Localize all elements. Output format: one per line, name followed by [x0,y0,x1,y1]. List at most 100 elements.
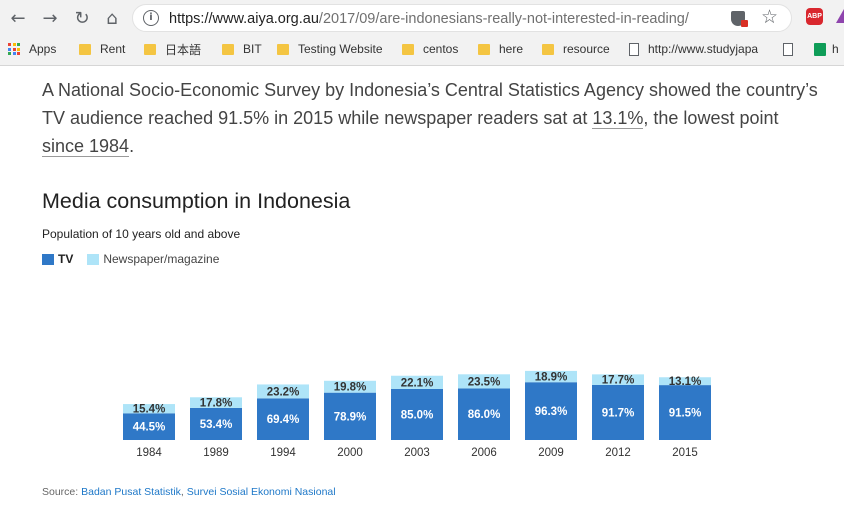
source-separator: , [180,486,187,498]
legend-item-newspaper[interactable]: Newspaper/magazine [87,252,219,266]
x-tick-label-2009: 2009 [538,447,564,459]
address-bar[interactable]: i https://www.aiya.org.au/2017/09/are-in… [132,4,792,32]
bookmark-label: Testing Website [298,42,383,56]
bar-tv-2012 [592,384,644,440]
x-tick-label-1994: 1994 [270,447,296,459]
bar-tv-2003 [391,389,443,440]
data-label-newspaper-2015: 13.1% [669,376,702,388]
legend-label: Newspaper/magazine [103,252,220,266]
forward-icon[interactable]: → [42,7,58,29]
bar-tv-2015 [659,385,711,440]
chart-title: Media consumption in Indonesia [42,189,351,213]
url-text[interactable]: https://www.aiya.org.au/2017/09/are-indo… [169,11,689,27]
data-label-newspaper-2000: 19.8% [334,382,367,394]
bookmark-label: resource [563,42,610,56]
sheets-icon [814,42,826,56]
legend-swatch-tv [42,253,54,265]
bookmark-label: BIT [243,42,262,56]
bar-newspaper-1984 [123,404,175,414]
bookmark-label: centos [423,42,459,56]
bookmark-here[interactable]: here [478,40,523,58]
chart-legend: TV Newspaper/magazine [42,252,233,266]
bar-newspaper-2012 [592,374,644,385]
x-tick-label-1989: 1989 [203,447,229,459]
data-label-newspaper-2003: 22.1% [401,377,434,389]
page-icon [629,42,639,56]
data-label-tv-2000: 78.9% [334,411,367,423]
extension-icon[interactable] [836,9,844,23]
bookmark-centos[interactable]: centos [402,40,458,58]
bookmark-apps[interactable]: Apps [8,40,56,58]
home-icon[interactable]: ⌂ [106,7,118,29]
source-link-susenas[interactable]: Survei Sosial Ekonomi Nasional [186,486,336,498]
x-tick-label-1984: 1984 [136,447,162,459]
data-label-newspaper-1994: 23.2% [267,386,300,398]
legend-label: TV [58,252,74,266]
bookmark-sheet[interactable]: h [814,40,839,58]
folder-icon [144,43,156,55]
link-since-1984[interactable]: since 1984 [42,136,130,157]
reload-icon[interactable]: ↻ [74,7,90,29]
bar-newspaper-1994 [257,384,309,399]
data-label-tv-1984: 44.5% [133,422,166,434]
bar-newspaper-2000 [324,380,376,393]
bar-newspaper-2009 [525,370,577,383]
bookmark-resource[interactable]: resource [542,40,610,58]
site-info-icon[interactable]: i [143,10,159,26]
article-paragraph: A National Socio-Economic Survey by Indo… [42,76,822,160]
bar-newspaper-2015 [659,377,711,386]
bookmark-studyjapan[interactable]: http://www.studyjapa [629,40,758,58]
legend-item-tv[interactable]: TV [42,252,73,266]
data-label-tv-1989: 53.4% [200,419,233,431]
folder-icon [402,43,414,55]
paragraph-text: . [129,136,135,156]
data-label-newspaper-2006: 23.5% [468,376,501,388]
x-tick-label-2012: 2012 [605,447,631,459]
bookmark-bit[interactable]: BIT [222,40,262,58]
bar-tv-2000 [324,392,376,440]
bookmark-page[interactable] [783,40,802,58]
bookmarks-bar: Apps Rent 日本語 BIT Testing Website centos… [0,38,844,60]
x-tick-label-2003: 2003 [404,447,430,459]
link-13-1-percent[interactable]: 13.1% [592,108,644,129]
x-tick-label-2000: 2000 [337,447,363,459]
browser-chrome: ← → ↻ ⌂ i https://www.aiya.org.au/2017/0… [0,0,844,66]
bookmark-label: 日本語 [165,42,202,57]
data-label-tv-2012: 91.7% [602,407,635,419]
data-label-tv-2009: 96.3% [535,406,568,418]
data-label-newspaper-2009: 18.9% [535,372,568,384]
legend-swatch-newspaper [87,253,100,265]
data-label-tv-1994: 69.4% [267,414,300,426]
source-prefix: Source: [42,486,82,498]
chart-subtitle: Population of 10 years old and above [42,227,241,241]
paragraph-text: A National Socio-Economic Survey by Indo… [42,80,818,128]
paragraph-text: , the lowest point [643,108,779,128]
data-label-newspaper-2012: 17.7% [602,375,635,387]
bookmark-rent[interactable]: Rent [79,40,125,58]
bar-tv-2006 [458,388,510,440]
data-label-newspaper-1984: 15.4% [133,404,166,416]
page-icon [783,42,793,56]
adblock-icon[interactable]: ABP [806,8,823,25]
shield-icon[interactable] [731,11,748,27]
stacked-bar-chart: 44.5% 15.4% 1984 53.4% 17.8% 1989 69.4% 23.2% 19… [123,370,711,459]
folder-icon [478,43,490,55]
data-label-tv-2015: 91.5% [669,408,702,420]
folder-icon [542,43,554,55]
bar-tv-2009 [525,382,577,440]
back-icon[interactable]: ← [10,7,26,29]
data-label-tv-2003: 85.0% [401,410,434,422]
bookmark-nihongo[interactable]: 日本語 [144,40,201,58]
apps-icon [8,43,20,55]
bookmark-testing-website[interactable]: Testing Website [277,40,383,58]
bar-tv-1994 [257,398,309,440]
bar-newspaper-1989 [190,397,242,408]
bookmark-star-icon[interactable]: ☆ [761,6,779,28]
source-link-bps[interactable]: Badan Pusat Statistik [81,486,181,498]
folder-icon [79,43,91,55]
data-label-tv-2006: 86.0% [468,409,501,421]
bookmark-label: here [499,42,524,56]
chart-source: Source: Badan Pusat Statistik, Survei So… [42,486,336,498]
bar-tv-1989 [190,407,242,440]
data-label-newspaper-1989: 17.8% [200,398,233,410]
